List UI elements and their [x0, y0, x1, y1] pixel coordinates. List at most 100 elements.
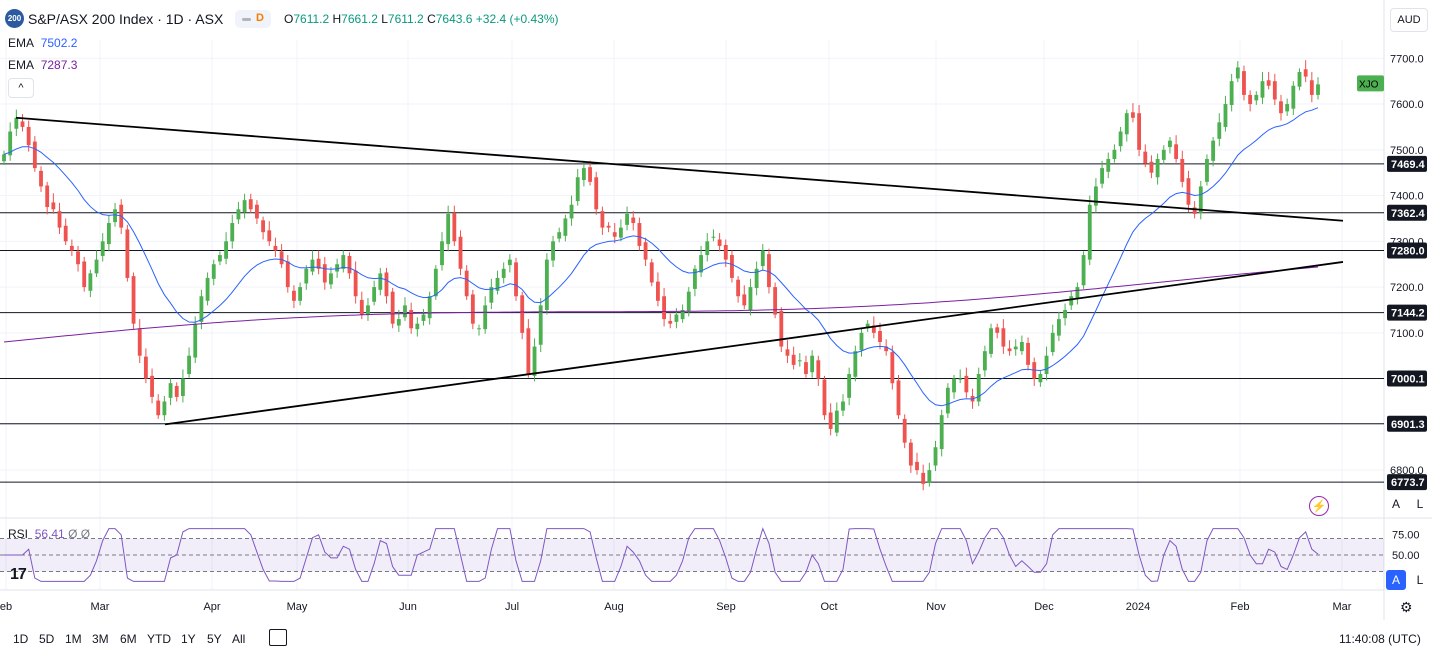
candle-body: [322, 264, 327, 283]
candle-body: [464, 270, 469, 297]
candle-body: [699, 255, 704, 273]
y-tick-label: 7500.0: [1390, 145, 1424, 157]
x-tick-label: Jun: [399, 601, 417, 613]
auto-scale-button[interactable]: A: [1391, 497, 1400, 511]
candle-body: [131, 276, 136, 324]
clock-readout[interactable]: 11:40:08 (UTC): [1339, 632, 1421, 646]
candle-body: [760, 250, 765, 267]
candle-body: [489, 287, 494, 303]
range-button-6m[interactable]: 6M: [120, 632, 137, 646]
rsi-value: 56.41: [34, 527, 65, 541]
candle-body: [1050, 332, 1055, 353]
x-tick-label: Apr: [203, 601, 220, 613]
symbol-title[interactable]: S&P/ASX 200 Index · 1D · ASX: [28, 11, 224, 27]
candle-body: [884, 346, 889, 352]
candle-body: [1137, 113, 1142, 150]
candle-body: [427, 296, 432, 319]
candle-body: [341, 255, 346, 269]
candle-body: [693, 268, 697, 289]
candle-body: [569, 204, 574, 219]
range-button-3m[interactable]: 3M: [92, 632, 109, 646]
range-button-all[interactable]: All: [232, 632, 246, 646]
rsi-log-scale-button[interactable]: L: [1416, 573, 1424, 587]
candle-body: [174, 385, 179, 397]
candle-body: [1168, 140, 1172, 148]
candle-body: [945, 387, 950, 414]
trendline-up: [164, 261, 1344, 426]
ema-200-line: [3, 266, 1319, 343]
candle-body: [14, 117, 19, 129]
level-tag-label: 7000.1: [1391, 374, 1425, 386]
candle-body: [1285, 104, 1290, 112]
x-tick-label: Feb: [1231, 601, 1250, 613]
high-value: 7661.2: [341, 12, 378, 26]
candle-body: [1069, 296, 1074, 306]
candle-body: [538, 305, 543, 345]
x-tick-label: Aug: [604, 601, 624, 613]
candle-body: [267, 230, 272, 242]
currency-button[interactable]: AUD: [1390, 8, 1428, 32]
candle-body: [187, 355, 191, 375]
price-chart[interactable]: 7700.07600.07500.07400.07300.07200.07100…: [0, 0, 1432, 620]
data-status-pill[interactable]: D: [235, 10, 271, 28]
log-scale-button[interactable]: L: [1416, 497, 1424, 511]
level-tag-label: 7362.4: [1391, 208, 1426, 220]
candle-body: [458, 236, 463, 269]
level-tag: [1387, 474, 1427, 491]
range-button-1m[interactable]: 1M: [65, 632, 82, 646]
open-value: 7611.2: [293, 12, 330, 26]
candle-body: [199, 296, 204, 322]
y-tick-label: 7600.0: [1390, 99, 1424, 111]
range-button-1y[interactable]: 1Y: [181, 632, 196, 646]
candle-body: [773, 287, 778, 315]
candle-body: [853, 351, 858, 377]
candle-body: [1303, 69, 1308, 77]
ema-50-legend[interactable]: EMA 7502.2: [8, 36, 78, 50]
x-tick-label: 2024: [1126, 601, 1150, 613]
candle-body: [865, 323, 870, 329]
candle-body: [748, 287, 753, 310]
candle-body: [557, 232, 562, 239]
level-tag: [1387, 304, 1427, 321]
tradingview-logo[interactable]: 17: [10, 566, 27, 583]
close-value: 7643.6: [435, 12, 473, 26]
candle-body: [255, 204, 259, 219]
rsi-auto-scale-button[interactable]: A: [1386, 570, 1406, 590]
candle-body: [409, 309, 414, 329]
range-button-5y[interactable]: 5Y: [207, 632, 222, 646]
candle-body: [100, 241, 105, 256]
candle-body: [995, 327, 1000, 333]
y-tick-label: 6800.0: [1390, 465, 1424, 477]
collapse-legend-button[interactable]: ^: [8, 78, 34, 98]
candle-body: [933, 447, 938, 466]
symbol-badge[interactable]: 200: [5, 9, 24, 28]
footer-toolbar: 1D 5D 1M 3M 6M YTD 1Y 5Y All 11:40:08 (UTC): [0, 620, 1432, 655]
candle-body: [1291, 85, 1296, 109]
ema-200-legend[interactable]: EMA 7287.3: [8, 58, 78, 72]
gear-icon[interactable]: ⚙: [1400, 599, 1413, 615]
candle-body: [1124, 113, 1129, 135]
candle-body: [1260, 81, 1265, 98]
candle-body: [1272, 81, 1277, 100]
candle-body: [618, 227, 623, 238]
calendar-icon[interactable]: [269, 629, 287, 646]
candle-body: [1087, 204, 1092, 260]
candle-body: [680, 309, 685, 320]
candle-body: [594, 177, 599, 210]
candle-body: [230, 223, 235, 242]
level-tag-label: 7469.4: [1391, 159, 1426, 171]
candle-body: [335, 264, 340, 272]
candle-body: [292, 290, 296, 301]
candle-body: [279, 251, 284, 265]
range-button-5d[interactable]: 5D: [39, 632, 55, 646]
candle-body: [927, 470, 932, 483]
candle-body: [273, 245, 278, 251]
candle-body: [828, 412, 833, 429]
level-tag: [1387, 370, 1427, 387]
range-button-1d[interactable]: 1D: [13, 632, 29, 646]
candle-body: [730, 255, 734, 278]
range-button-ytd[interactable]: YTD: [147, 632, 171, 646]
rsi-legend[interactable]: RSI 56.41 Ø Ø: [8, 527, 91, 541]
lightning-icon[interactable]: ⚡: [1309, 496, 1329, 516]
x-tick-label: Oct: [820, 601, 837, 613]
